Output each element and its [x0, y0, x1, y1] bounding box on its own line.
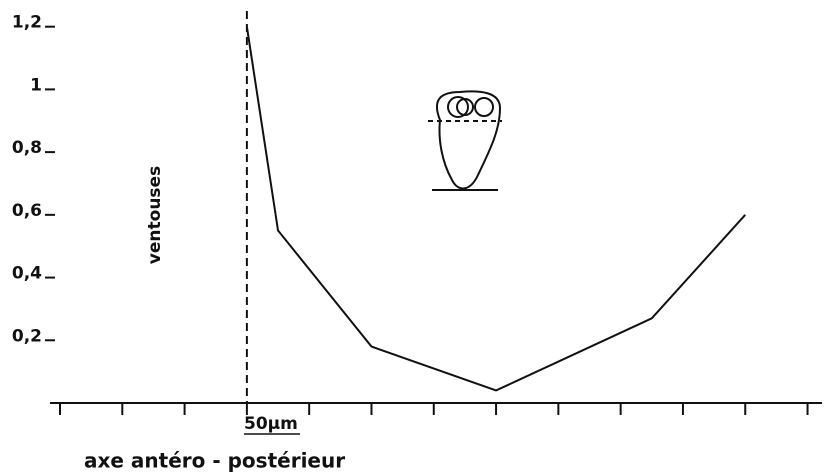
- y-tick-label: 0,4: [12, 264, 42, 284]
- data-line: [247, 27, 745, 391]
- x-axis-label: axe antéro - postérieur: [84, 449, 345, 473]
- annotation: 50µm: [244, 414, 298, 434]
- chart: ventouses axe antéro - postérieur 50µm 0…: [0, 0, 827, 473]
- y-tick-label: 1,2: [12, 13, 42, 33]
- inset-sketch: [428, 91, 502, 190]
- y-tick-label: 0,6: [12, 201, 42, 221]
- y-tick-label: 0,2: [12, 326, 42, 346]
- y-tick-label: 1: [30, 75, 42, 95]
- y-axis-label: ventouses: [145, 166, 165, 264]
- y-tick-label: 0,8: [12, 138, 42, 158]
